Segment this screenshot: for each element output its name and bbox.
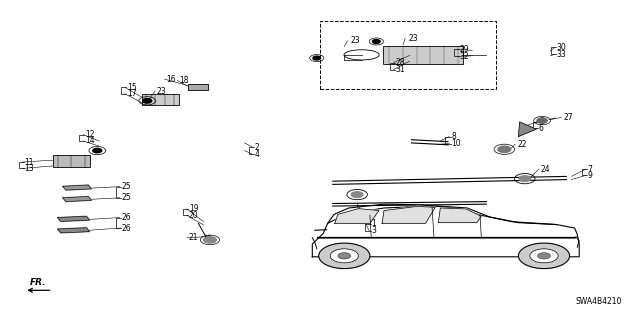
Text: 23: 23 [351, 36, 360, 45]
Text: 7: 7 [588, 165, 593, 174]
Circle shape [498, 146, 511, 152]
Circle shape [372, 40, 380, 43]
Polygon shape [58, 216, 90, 221]
Text: 23: 23 [408, 34, 418, 43]
Text: 8: 8 [451, 132, 456, 141]
Polygon shape [63, 197, 92, 202]
Polygon shape [438, 208, 481, 223]
Text: 11: 11 [24, 158, 34, 167]
Circle shape [538, 253, 550, 259]
Polygon shape [382, 206, 435, 223]
Circle shape [204, 237, 216, 243]
Text: 28: 28 [396, 58, 405, 67]
Bar [188, 84, 208, 90]
Text: 32: 32 [460, 52, 469, 61]
Text: 14: 14 [85, 137, 95, 145]
Text: 27: 27 [563, 113, 573, 122]
Text: 19: 19 [189, 204, 198, 213]
Circle shape [518, 243, 570, 269]
Text: SWA4B4210: SWA4B4210 [576, 297, 622, 306]
Text: 26: 26 [122, 224, 131, 233]
Text: 26: 26 [122, 213, 131, 222]
Text: 23: 23 [157, 87, 166, 96]
Text: 4: 4 [255, 150, 260, 159]
Text: 25: 25 [122, 193, 131, 202]
Text: 25: 25 [122, 182, 131, 191]
Text: 13: 13 [24, 164, 34, 173]
Text: 9: 9 [588, 171, 593, 180]
Text: 18: 18 [179, 76, 189, 85]
Text: 17: 17 [127, 89, 136, 98]
Text: 2: 2 [255, 143, 259, 152]
Polygon shape [312, 206, 579, 257]
Circle shape [530, 249, 558, 263]
Circle shape [319, 243, 370, 269]
Circle shape [351, 192, 363, 197]
Text: 5: 5 [539, 117, 544, 126]
Text: FR.: FR. [29, 278, 46, 287]
Polygon shape [335, 209, 379, 223]
Text: 22: 22 [517, 140, 527, 149]
Bar [383, 46, 463, 64]
Circle shape [338, 253, 351, 259]
Text: 3: 3 [371, 226, 376, 235]
Polygon shape [63, 185, 92, 190]
Text: 24: 24 [541, 165, 550, 174]
Circle shape [330, 249, 358, 263]
Text: 6: 6 [539, 124, 544, 133]
Bar [53, 155, 90, 167]
Polygon shape [58, 228, 90, 233]
Text: 20: 20 [189, 211, 198, 220]
Text: 21: 21 [189, 233, 198, 242]
Bar [142, 94, 179, 105]
Text: 31: 31 [396, 65, 405, 74]
Polygon shape [518, 122, 536, 137]
Bar [320, 21, 496, 89]
Text: 33: 33 [557, 50, 566, 59]
Text: 1: 1 [371, 219, 376, 228]
Circle shape [537, 118, 547, 123]
Text: 16: 16 [166, 75, 176, 84]
Text: 29: 29 [460, 45, 469, 54]
Circle shape [519, 176, 531, 182]
Circle shape [313, 56, 321, 60]
Text: 30: 30 [557, 43, 566, 52]
Text: 15: 15 [127, 83, 136, 92]
Text: 12: 12 [85, 130, 95, 139]
Circle shape [93, 148, 102, 153]
Circle shape [143, 99, 152, 103]
Text: 10: 10 [451, 139, 461, 148]
